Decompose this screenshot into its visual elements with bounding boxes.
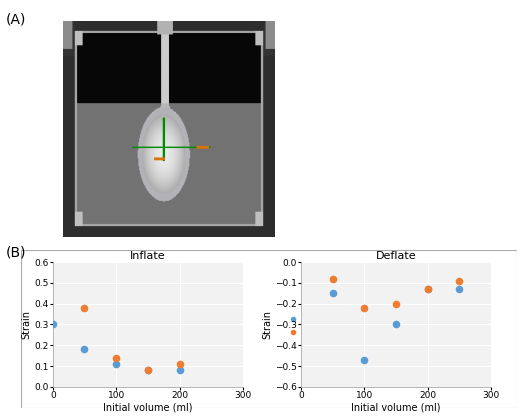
Point bbox=[144, 367, 152, 374]
Point bbox=[360, 305, 369, 311]
Point bbox=[144, 367, 152, 374]
Point bbox=[175, 361, 184, 367]
Point bbox=[423, 286, 432, 292]
Legend: Long axis, Short axis: Long axis, Short axis bbox=[287, 311, 356, 341]
Point bbox=[455, 277, 464, 284]
Point bbox=[392, 321, 400, 328]
Point bbox=[49, 321, 57, 328]
Point bbox=[392, 300, 400, 307]
Text: (A): (A) bbox=[5, 12, 26, 27]
Point bbox=[112, 361, 120, 367]
Point bbox=[328, 275, 337, 282]
Y-axis label: Strain: Strain bbox=[22, 310, 32, 339]
Point bbox=[360, 357, 369, 363]
Point bbox=[80, 346, 89, 353]
Text: (B): (B) bbox=[5, 245, 26, 260]
Point bbox=[112, 354, 120, 361]
Title: Inflate: Inflate bbox=[130, 251, 166, 261]
X-axis label: Initial volume (ml): Initial volume (ml) bbox=[351, 403, 441, 413]
Title: Deflate: Deflate bbox=[376, 251, 416, 261]
X-axis label: Initial volume (ml): Initial volume (ml) bbox=[103, 403, 193, 413]
Point bbox=[175, 367, 184, 374]
Point bbox=[80, 305, 89, 311]
Y-axis label: Strain: Strain bbox=[262, 310, 272, 339]
Point bbox=[423, 286, 432, 292]
Point bbox=[455, 286, 464, 292]
Point bbox=[328, 290, 337, 297]
